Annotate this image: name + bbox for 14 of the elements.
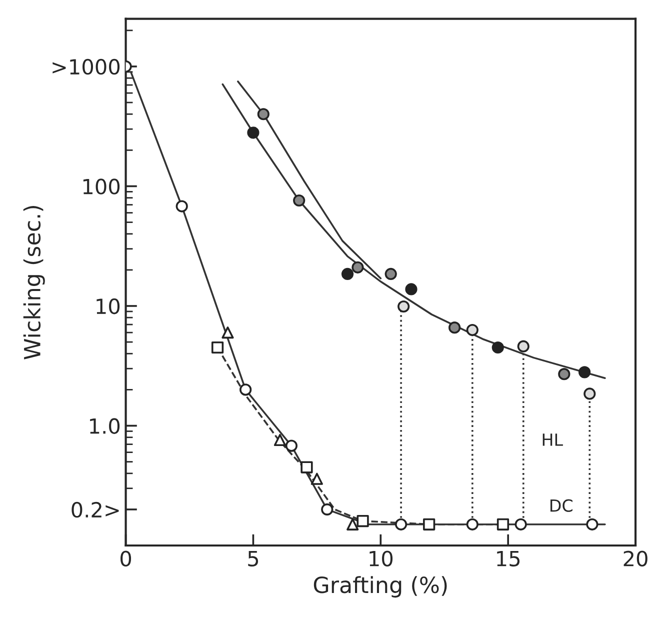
x-tick-label: 15 [497,550,520,566]
annotation: DC [550,499,572,512]
x-tick-label: 20 [624,550,648,566]
x-tick-label: 5 [248,550,258,566]
annotation: HL [542,434,563,446]
y-tick-label: 1.0 [90,418,120,434]
x-tick-label: 10 [370,550,393,566]
y-axis-title: Wicking (sec.) [23,206,45,360]
y-tick-label: >1000 [52,58,120,75]
x-tick-label: 0 [120,550,132,566]
x-axis-title: Grafting (%) [314,576,447,598]
y-tick-label: 10 [96,298,120,314]
y-tick-label: 100 [83,178,120,194]
y-tick-label: 0.2> [72,502,119,518]
